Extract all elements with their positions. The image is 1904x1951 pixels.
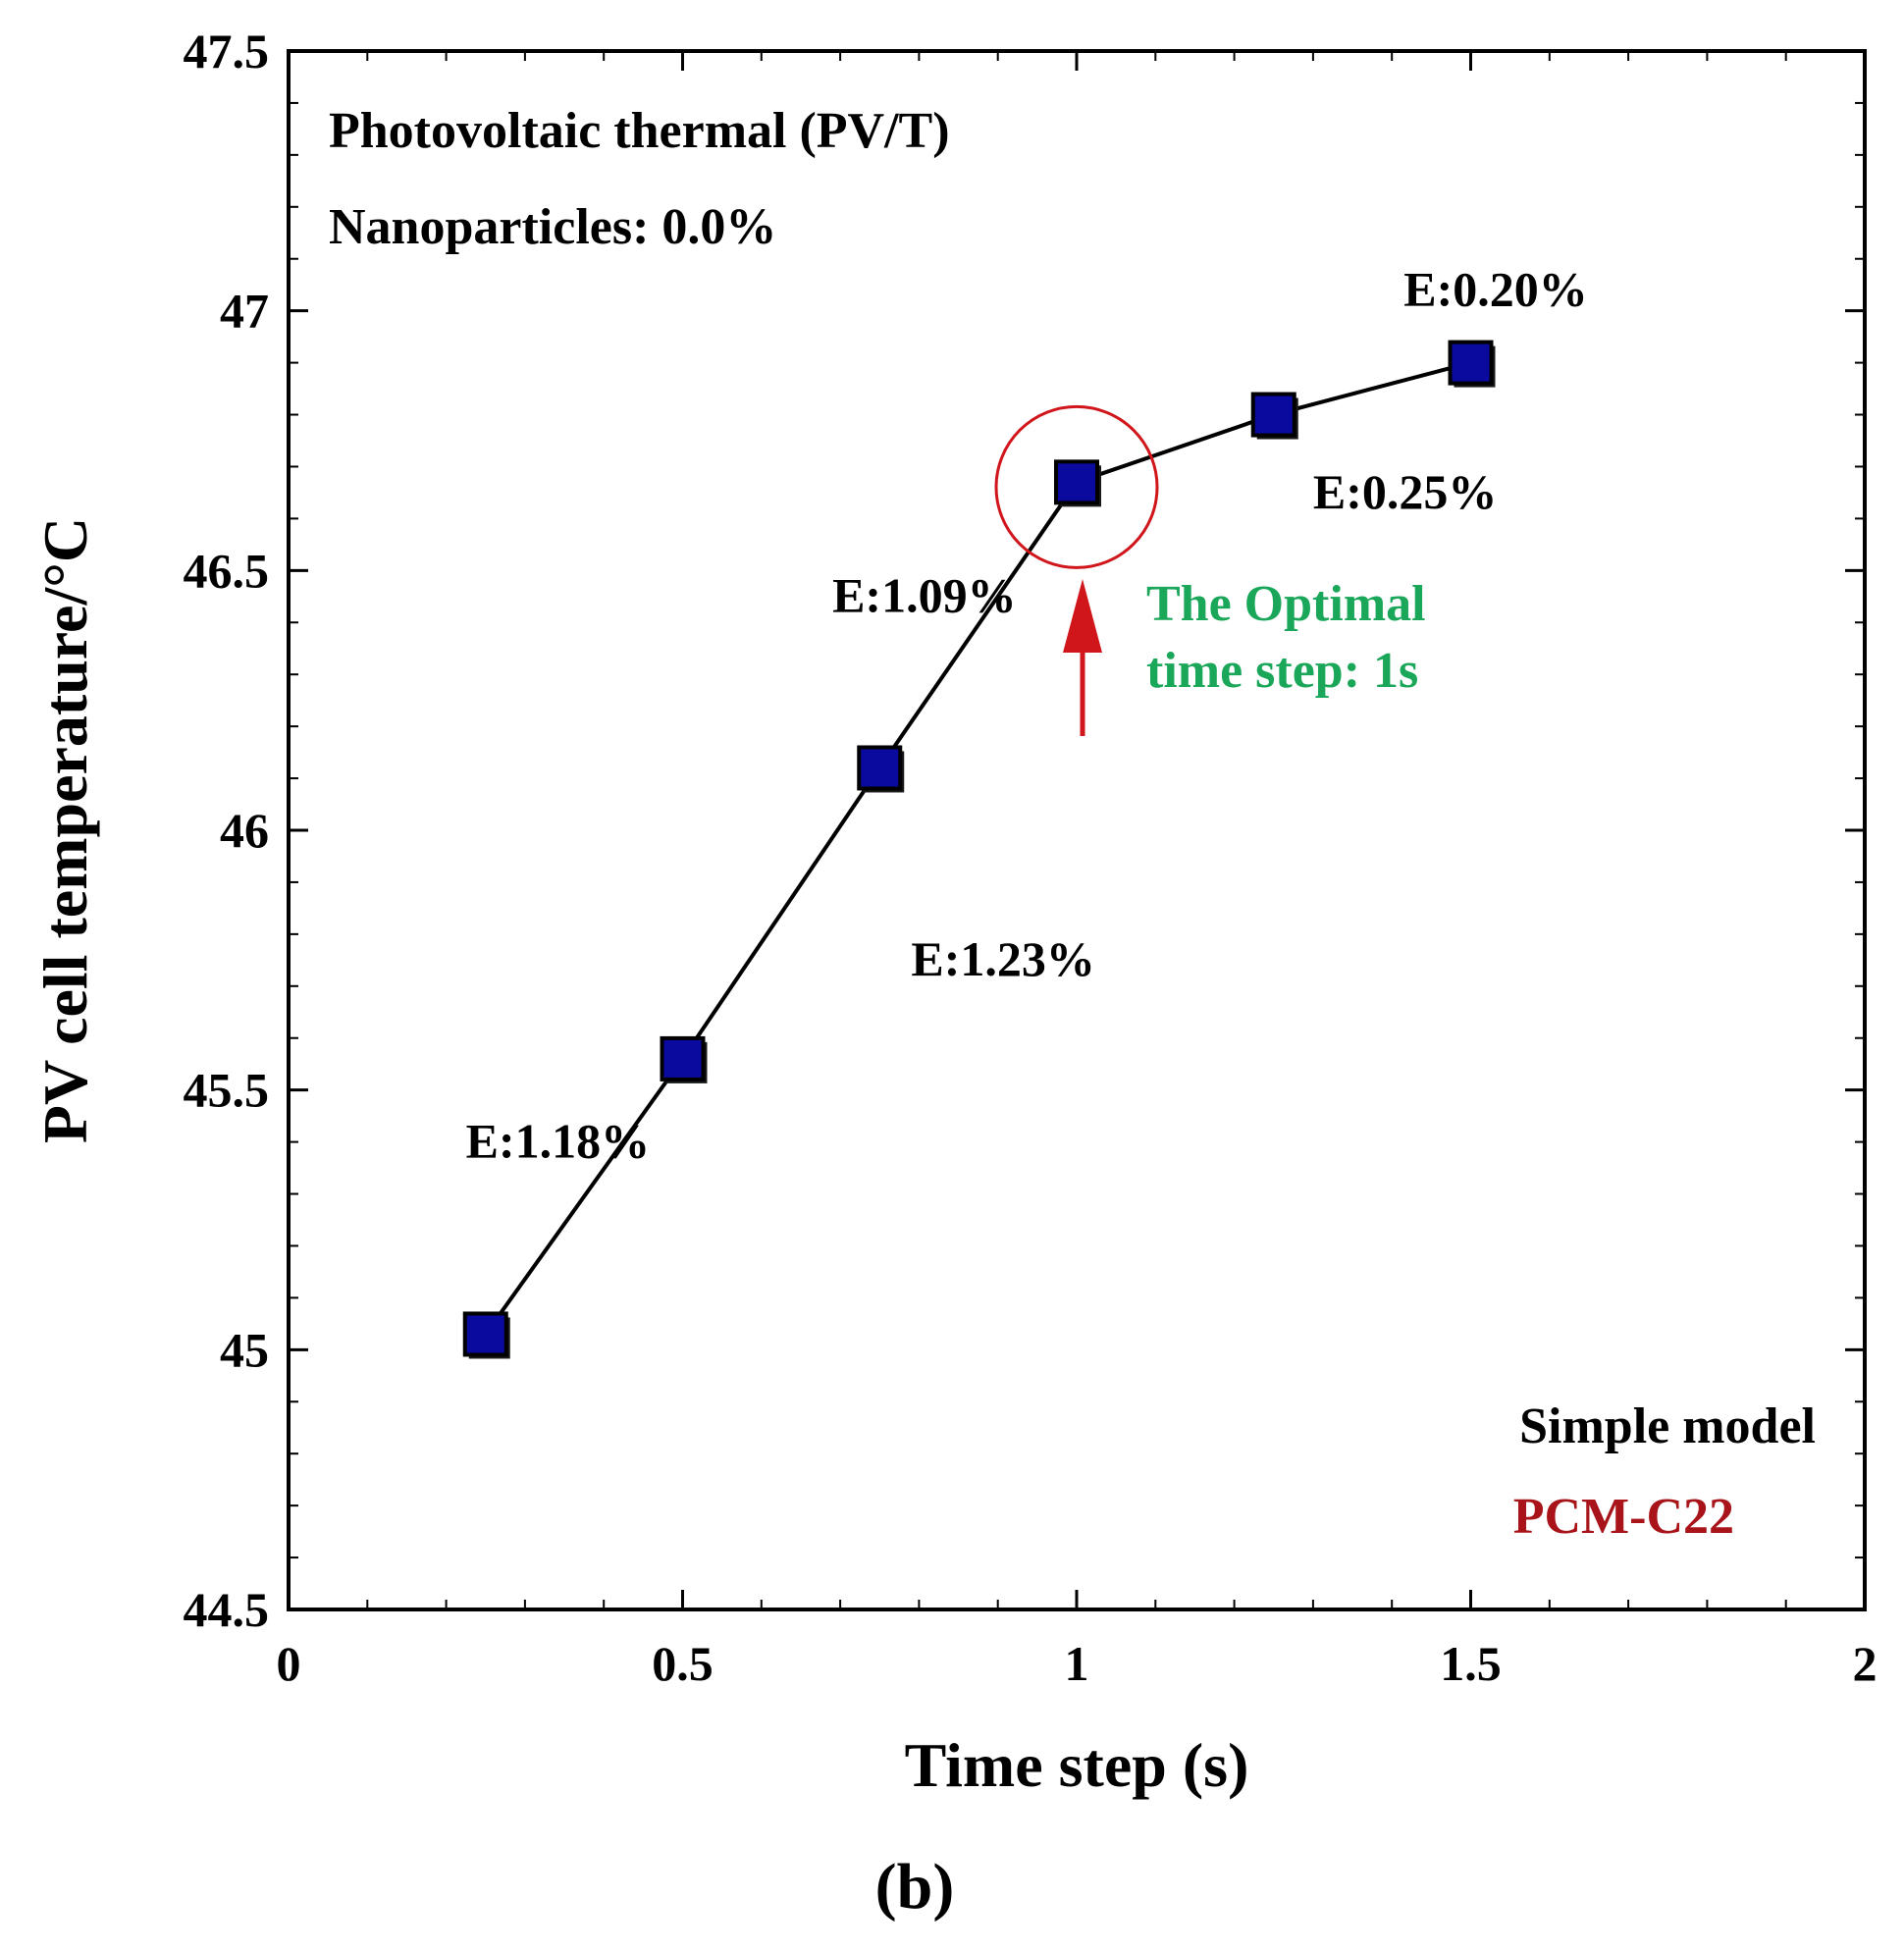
optimal-label-line1: The Optimal xyxy=(1146,576,1426,632)
data-point xyxy=(857,745,903,791)
y-tick-label: 45.5 xyxy=(184,1063,270,1118)
error-label: E:1.23% xyxy=(911,931,1095,986)
y-tick-label: 44.5 xyxy=(184,1582,270,1637)
error-label: E:0.25% xyxy=(1313,464,1498,519)
annotation-title-line1: Photovoltaic thermal (PV/T) xyxy=(329,103,950,159)
subfigure-label: (b) xyxy=(875,1851,955,1923)
annotations: Photovoltaic thermal (PV/T) Nanoparticle… xyxy=(329,103,1816,1545)
y-tick-label: 45 xyxy=(220,1322,269,1377)
data-point xyxy=(1250,392,1296,438)
x-tick-label: 1.5 xyxy=(1440,1636,1502,1691)
y-axis-title: PV cell temperature/°C xyxy=(30,517,100,1143)
y-tick-label: 46.5 xyxy=(184,543,270,598)
error-label: E:1.18% xyxy=(466,1113,651,1168)
y-tick-label: 47 xyxy=(220,284,269,339)
data-point xyxy=(462,1311,508,1357)
x-tick-label: 0.5 xyxy=(652,1636,714,1691)
axis-ticks: 0 0.5 1 1.5 2 44.5 45 45.5 46 46.5 47 47.5 xyxy=(184,24,1878,1691)
optimal-label-line2: time step: 1s xyxy=(1146,643,1418,699)
optimal-arrow-head xyxy=(1063,579,1102,653)
y-tick-label: 47.5 xyxy=(184,24,270,79)
optimal-highlight-circle xyxy=(994,404,1159,569)
x-axis-title: Time step (s) xyxy=(905,1730,1249,1800)
x-tick-label: 0 xyxy=(277,1636,301,1691)
x-tick-label: 2 xyxy=(1853,1636,1878,1691)
pcm-label: PCM-C22 xyxy=(1513,1489,1734,1545)
data-point xyxy=(660,1035,706,1081)
model-label: Simple model xyxy=(1519,1398,1816,1454)
y-tick-label: 46 xyxy=(220,803,269,858)
error-label: E:0.20% xyxy=(1403,261,1588,316)
annotation-title-line2: Nanoparticles: 0.0% xyxy=(329,199,776,255)
series-line xyxy=(484,360,1472,1336)
error-label: E:1.09% xyxy=(832,568,1017,623)
data-series: E:1.18% E:1.23% E:1.09% E:0.25% E:0.20% xyxy=(462,261,1588,1359)
data-point xyxy=(1054,459,1099,505)
data-point xyxy=(1448,340,1494,386)
plot-frame xyxy=(287,49,1867,1611)
x-tick-label: 1 xyxy=(1065,1636,1089,1691)
